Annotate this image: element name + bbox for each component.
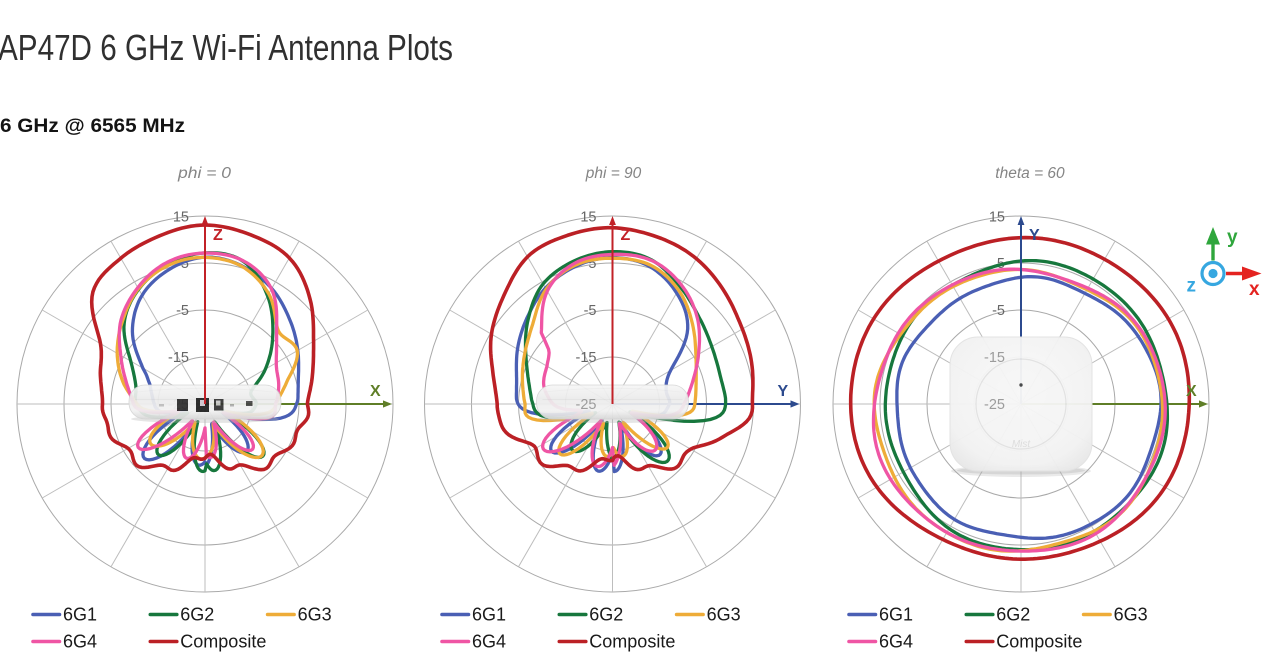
svg-text:Z: Z: [621, 227, 631, 244]
svg-text:z: z: [1187, 276, 1197, 297]
svg-text:6G2: 6G2: [589, 605, 623, 625]
svg-text:5: 5: [588, 256, 596, 272]
svg-text:theta = 60: theta = 60: [995, 165, 1065, 182]
svg-text:6G3: 6G3: [1114, 605, 1148, 625]
svg-text:Y: Y: [1029, 227, 1040, 244]
svg-text:-25: -25: [576, 397, 597, 413]
svg-text:6 GHz @ 6565 MHz: 6 GHz @ 6565 MHz: [0, 116, 185, 137]
svg-text:-15: -15: [576, 350, 597, 366]
svg-text:6G3: 6G3: [298, 605, 332, 625]
svg-text:6G1: 6G1: [63, 605, 97, 625]
svg-text:-5: -5: [584, 303, 597, 319]
svg-text:-15: -15: [168, 350, 189, 366]
svg-text:6G4: 6G4: [63, 632, 97, 652]
svg-text:AP47D 6 GHz Wi-Fi Antenna Plot: AP47D 6 GHz Wi-Fi Antenna Plots: [0, 27, 453, 68]
svg-text:-5: -5: [176, 303, 189, 319]
svg-text:6G2: 6G2: [996, 605, 1030, 625]
svg-text:phi = 90: phi = 90: [585, 165, 642, 182]
svg-text:6G4: 6G4: [472, 632, 506, 652]
svg-text:phi = 0: phi = 0: [177, 165, 232, 182]
svg-text:6G2: 6G2: [180, 605, 214, 625]
svg-text:15: 15: [173, 210, 189, 226]
svg-text:Y: Y: [778, 383, 789, 400]
svg-text:6G1: 6G1: [472, 605, 506, 625]
svg-text:-5: -5: [992, 303, 1005, 319]
svg-text:X: X: [370, 383, 381, 400]
svg-text:x: x: [1249, 279, 1260, 300]
svg-text:15: 15: [989, 210, 1005, 226]
svg-text:Composite: Composite: [180, 632, 266, 652]
svg-text:X: X: [1186, 383, 1197, 400]
svg-text:Z: Z: [213, 227, 223, 244]
svg-text:Mist: Mist: [1012, 439, 1032, 450]
svg-text:15: 15: [580, 210, 596, 226]
svg-text:Composite: Composite: [996, 632, 1082, 652]
svg-text:-25: -25: [984, 397, 1005, 413]
svg-text:6G4: 6G4: [879, 632, 913, 652]
svg-text:Composite: Composite: [589, 632, 675, 652]
svg-text:y: y: [1227, 227, 1238, 248]
svg-text:6G1: 6G1: [879, 605, 913, 625]
svg-text:-15: -15: [984, 350, 1005, 366]
svg-text:6G3: 6G3: [707, 605, 741, 625]
svg-text:5: 5: [181, 256, 189, 272]
